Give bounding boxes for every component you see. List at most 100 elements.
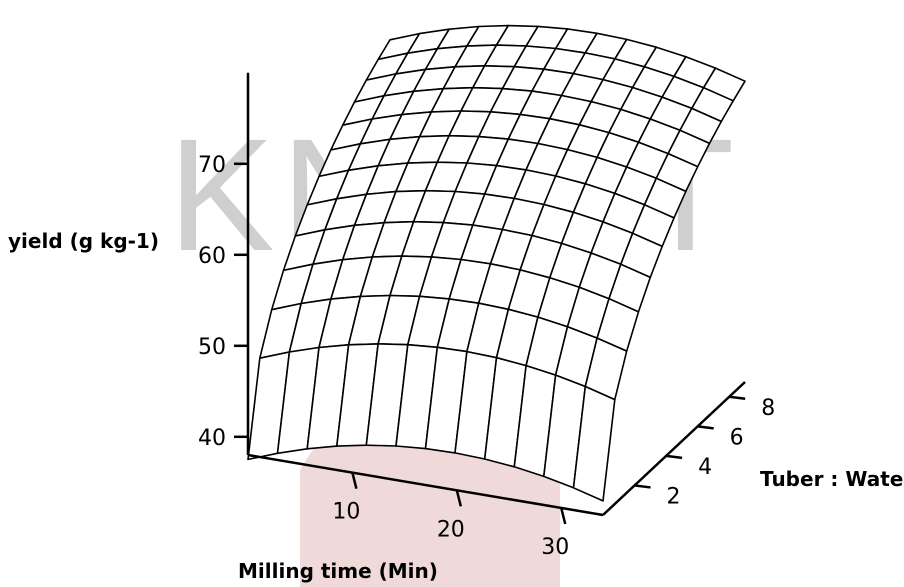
surface-cell <box>502 198 544 236</box>
surface-cell <box>425 162 467 192</box>
y-axis-tick <box>729 395 746 401</box>
x-tick-label: 20 <box>437 517 465 542</box>
y-axis-tick <box>634 484 651 489</box>
y-tick-label: 4 <box>698 455 712 480</box>
x-tick-label: 10 <box>332 500 360 525</box>
surface-cell <box>342 95 384 126</box>
surface-cell <box>549 95 592 125</box>
surface-cell <box>543 48 586 74</box>
y-axis-tick <box>665 454 683 460</box>
surface-cell <box>608 109 651 143</box>
surface-cell <box>508 269 550 318</box>
surface-cell <box>520 91 562 119</box>
surface-cell <box>401 221 444 257</box>
surface-cell <box>543 375 586 488</box>
x-axis-tick <box>455 489 463 507</box>
surface-cell <box>366 343 408 446</box>
surface-cell <box>691 87 734 122</box>
surface-cell <box>413 190 456 223</box>
surface-cell <box>496 309 538 366</box>
y-axis-label: Tuber : Water <box>760 467 904 491</box>
surface-cell <box>520 235 562 278</box>
surface-cell <box>461 225 503 264</box>
surface-cell <box>449 259 491 304</box>
surface-cell <box>396 344 438 449</box>
surface-cell <box>573 52 615 80</box>
x-axis-line <box>247 453 604 517</box>
surface-cell <box>484 45 527 67</box>
surface-cell <box>354 73 396 102</box>
surface-cell <box>638 119 680 154</box>
surface-cell <box>455 351 497 459</box>
surface-cell <box>620 233 663 278</box>
surface-cell <box>390 256 432 297</box>
surface-cell <box>561 73 603 102</box>
surface-cell <box>567 124 609 158</box>
surface-cell <box>514 169 556 205</box>
surface-cell <box>449 111 491 137</box>
surface-cell <box>466 303 509 358</box>
surface-cell <box>508 114 550 144</box>
surface-cell <box>490 88 532 115</box>
surface-cell <box>248 352 290 460</box>
surface-cell <box>490 229 532 270</box>
surface-cell <box>407 296 450 348</box>
surface-cell <box>372 221 414 257</box>
surface-cell <box>644 47 686 77</box>
surface-cell <box>455 163 497 195</box>
surface-cell <box>502 66 544 92</box>
surface-cell <box>330 119 373 150</box>
surface-cell <box>319 143 361 177</box>
surface-cell <box>526 317 568 376</box>
surface-cell <box>407 29 450 54</box>
surface-cell <box>585 338 627 400</box>
surface-cell <box>626 142 669 179</box>
surface-cell <box>395 162 438 192</box>
surface-cell <box>437 135 479 163</box>
surface-cell <box>591 79 633 110</box>
surface-cell <box>467 136 509 166</box>
surface-cell <box>555 28 597 53</box>
surface-cell <box>620 87 663 119</box>
surface-cell <box>360 256 402 297</box>
y-tick-label: 8 <box>761 396 775 421</box>
surface-cell <box>614 167 657 205</box>
surface-cell <box>532 69 574 96</box>
surface-cell <box>650 97 692 131</box>
surface-cell <box>526 26 568 49</box>
surface-cell <box>496 25 538 46</box>
surface-cell <box>425 347 467 453</box>
surface-cell <box>319 296 361 348</box>
surface-cell <box>384 190 426 223</box>
surface-cell <box>597 298 639 352</box>
surface-cell <box>561 212 603 253</box>
surface-cell <box>461 87 503 112</box>
surface-cell <box>478 111 521 140</box>
surface-cell <box>585 33 627 59</box>
surface-cell <box>532 204 574 244</box>
surface-cell <box>348 295 390 345</box>
x-axis-tick <box>351 472 358 489</box>
surface-cell <box>384 69 426 96</box>
z-tick-label: 70 <box>198 153 226 178</box>
surface-cell <box>591 221 633 265</box>
surface-cell <box>366 53 408 81</box>
surface-cell <box>603 193 645 234</box>
surface-cell <box>307 170 349 205</box>
surface-cell <box>484 357 527 467</box>
surface-cell <box>378 295 420 345</box>
surface-cell <box>295 198 337 236</box>
surface-cell <box>644 178 686 218</box>
surface-mesh <box>247 24 746 502</box>
surface-cell <box>597 132 639 167</box>
surface-cell <box>277 347 319 454</box>
surface-cell <box>478 263 521 310</box>
surface-cell <box>573 183 615 222</box>
z-tick-label: 60 <box>198 244 226 269</box>
x-tick-label: 30 <box>541 535 569 560</box>
y-tick-label: 6 <box>730 425 744 450</box>
surface-cell <box>307 344 349 449</box>
surface-cell <box>567 287 609 339</box>
